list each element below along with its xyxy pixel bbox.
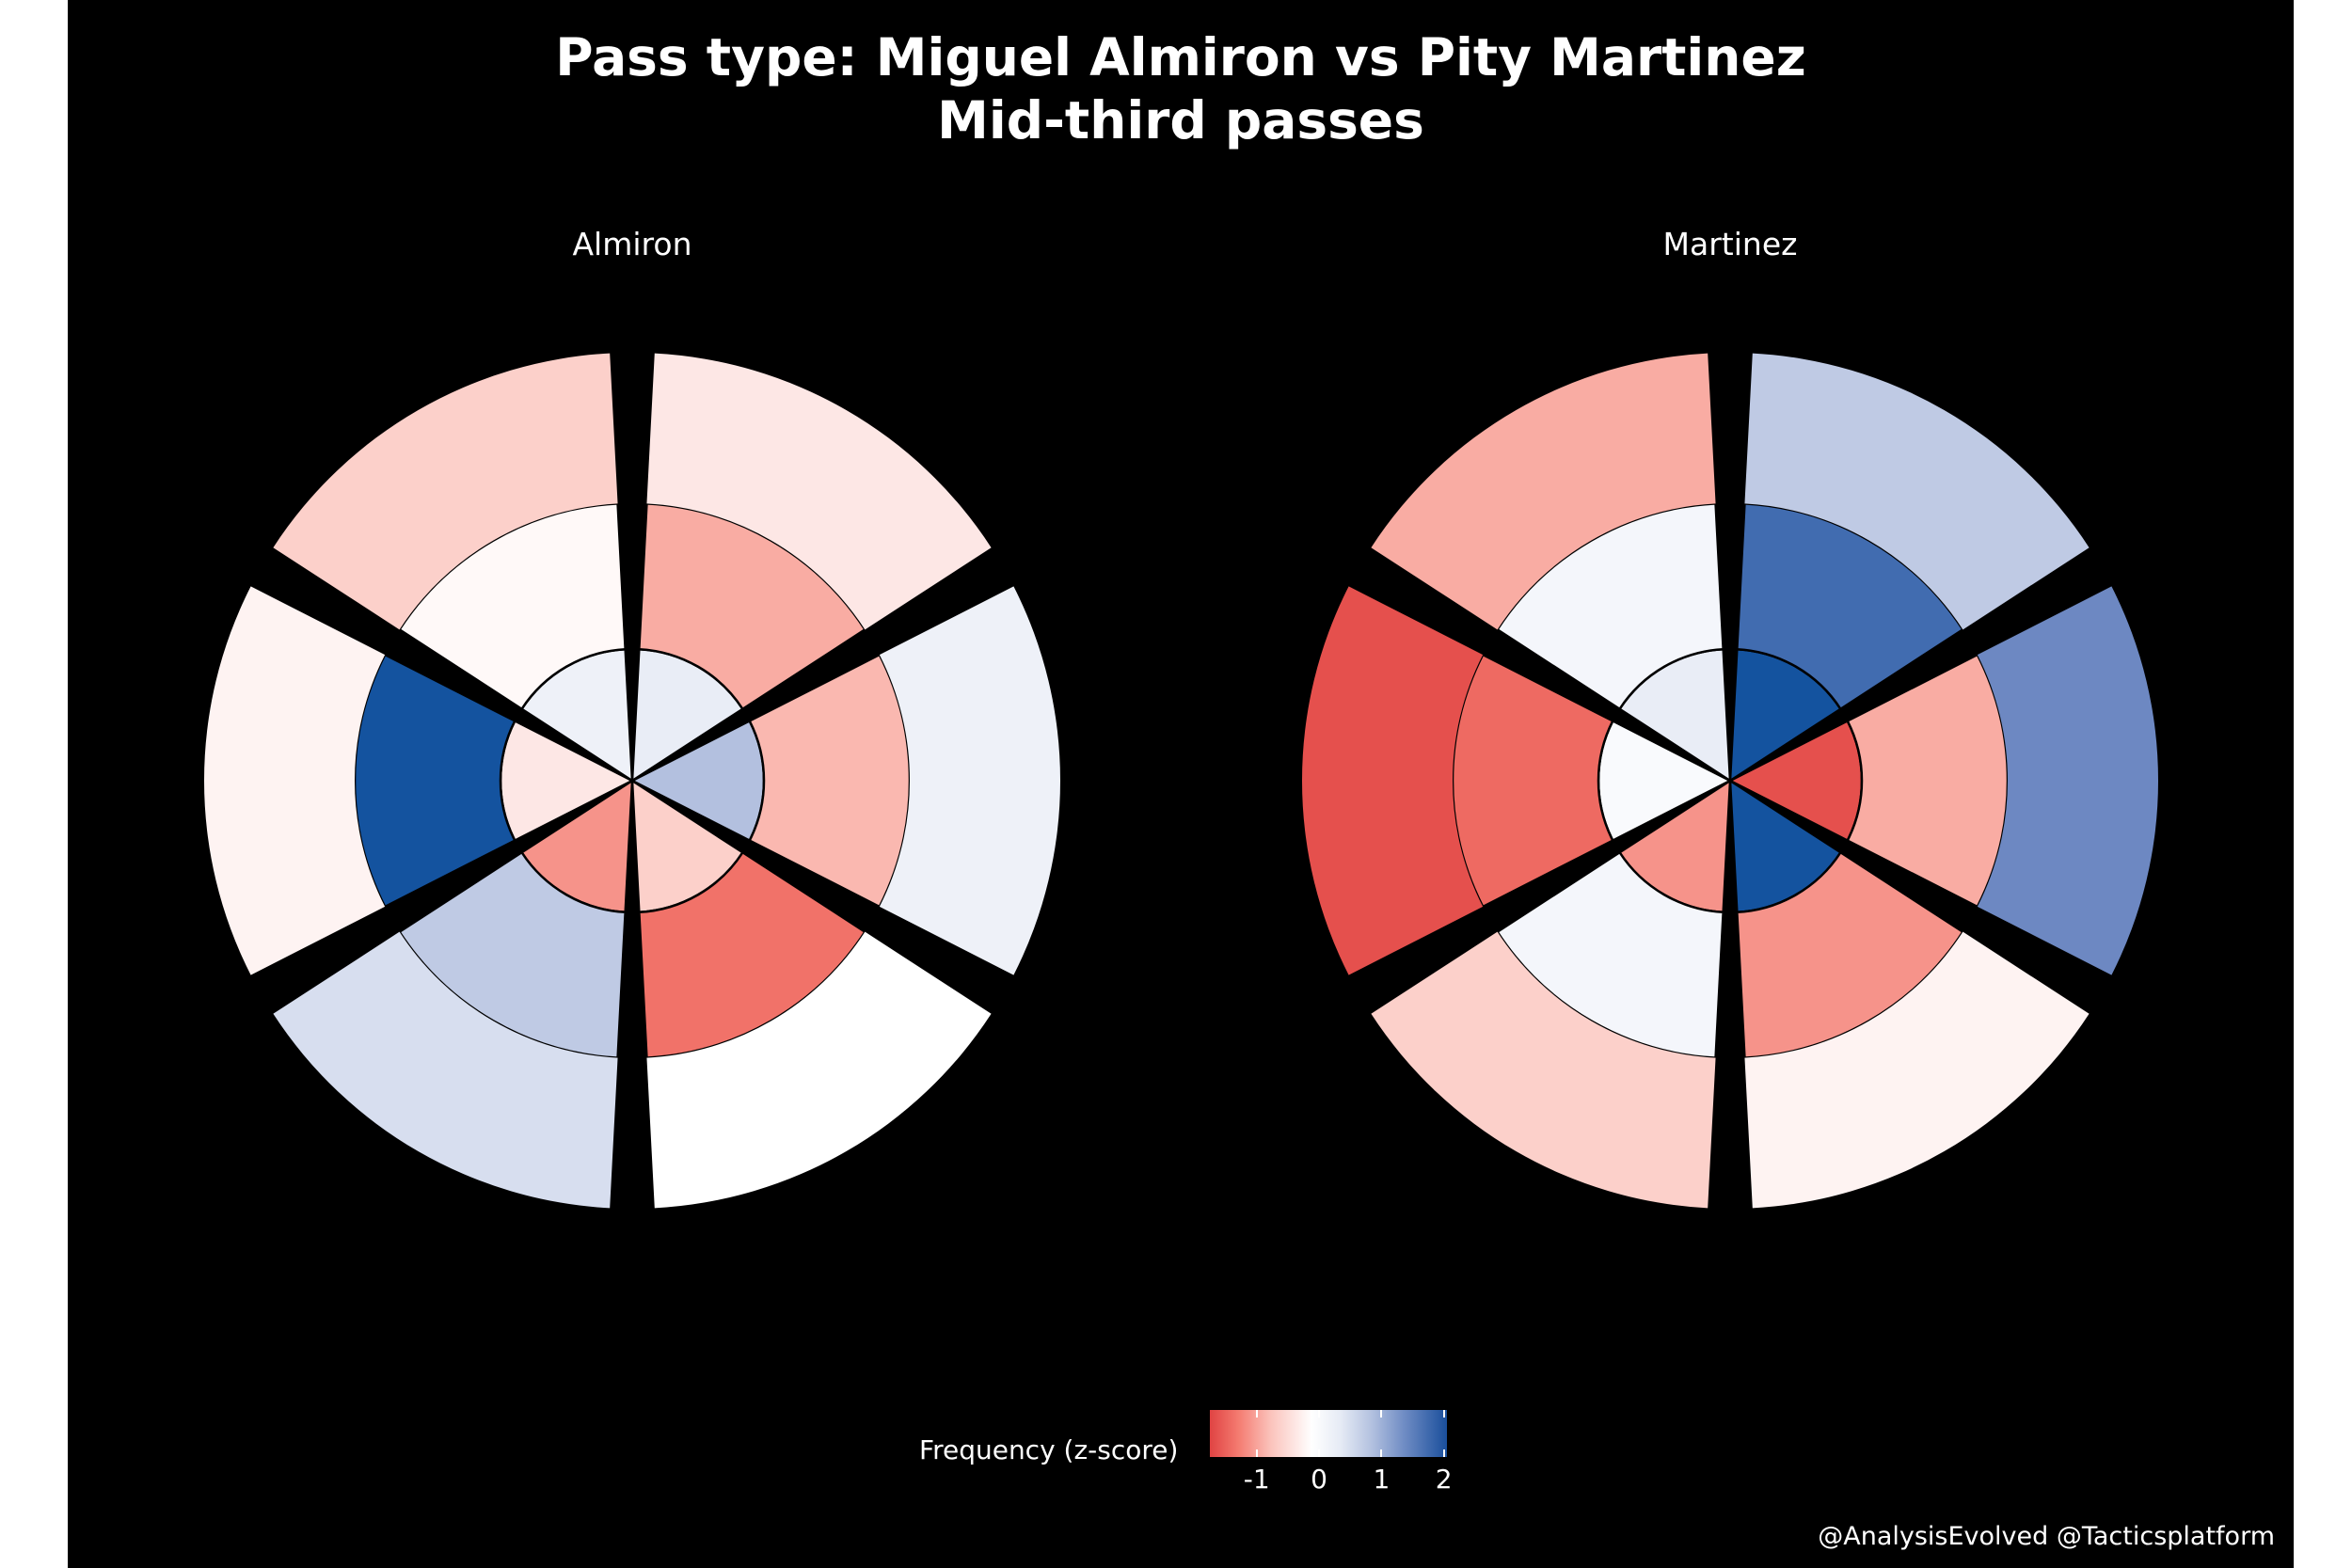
polar-cell-almiron-N-left-ring3 xyxy=(273,353,618,630)
legend-tick-mark xyxy=(1380,1449,1383,1457)
polar-cell-martinez-left-ring3 xyxy=(1301,586,1484,975)
legend-tick-mark xyxy=(1442,1410,1445,1418)
legend-tick-mark xyxy=(1318,1449,1321,1457)
legend-tick-mark xyxy=(1255,1449,1258,1457)
polar-cell-martinez-left-ring2 xyxy=(1451,653,1614,909)
polar-cell-almiron-left-ring2 xyxy=(353,653,516,909)
legend-tick-mark xyxy=(1255,1410,1258,1418)
polar-cell-martinez-S-left-ring3 xyxy=(1371,931,1716,1209)
legend-tick-label: -1 xyxy=(1243,1464,1270,1495)
polar-cell-almiron-S-right-ring3 xyxy=(646,931,992,1209)
polar-cell-martinez-right-ring2 xyxy=(1846,653,2010,909)
legend-tick-mark xyxy=(1380,1410,1383,1418)
polar-cell-martinez-N-right-ring3 xyxy=(1744,353,2090,630)
legend-tick-label: 2 xyxy=(1435,1464,1453,1495)
polar-cell-martinez-right-ring3 xyxy=(1977,586,2159,975)
legend-colorbar xyxy=(1210,1410,1447,1457)
legend-tick-label: 0 xyxy=(1311,1464,1327,1495)
polar-cell-almiron-left-ring3 xyxy=(203,586,386,975)
polar-cell-almiron-N-right-ring3 xyxy=(646,353,992,630)
chart-title: Pass type: Miguel Almiron vs Pity Martin… xyxy=(68,26,2294,152)
facet-label-almiron: Almiron xyxy=(572,226,692,262)
polar-cell-martinez-S-right-ring3 xyxy=(1744,931,2090,1209)
caption: @AnalysisEvolved @Tacticsplatform xyxy=(1818,1522,2275,1551)
plot-panel: Pass type: Miguel Almiron vs Pity Martin… xyxy=(68,0,2294,1568)
polar-cell-almiron-right-ring2 xyxy=(748,653,912,909)
polar-chart-martinez xyxy=(1301,353,2159,1209)
title-line-2: Mid-third passes xyxy=(937,90,1424,150)
legend-tick-label: 1 xyxy=(1373,1464,1391,1495)
legend-tick-mark xyxy=(1318,1410,1321,1418)
title-line-1: Pass type: Miguel Almiron vs Pity Martin… xyxy=(555,27,1806,87)
polar-cell-almiron-right-ring3 xyxy=(879,586,1061,975)
legend-title: Frequency (z-score) xyxy=(919,1434,1179,1465)
facet-label-martinez: Martinez xyxy=(1662,226,1798,262)
legend-tick-mark xyxy=(1442,1449,1445,1457)
polar-cell-martinez-N-left-ring3 xyxy=(1371,353,1716,630)
polar-cell-almiron-S-left-ring3 xyxy=(273,931,618,1209)
polar-chart-almiron xyxy=(203,353,1061,1209)
polar-charts xyxy=(203,353,2159,1209)
